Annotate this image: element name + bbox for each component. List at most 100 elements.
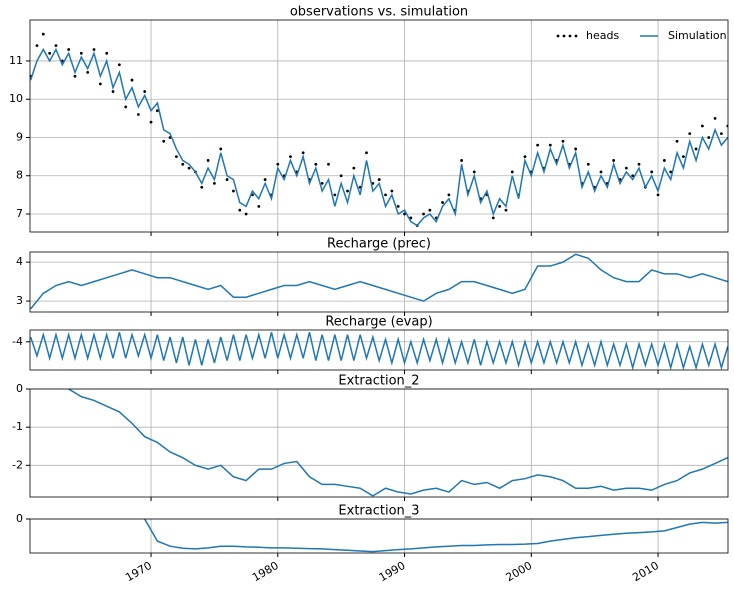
y-tick-label: -4: [12, 335, 23, 348]
x-tick-label: 1990: [377, 559, 408, 584]
legend-marker: [568, 34, 572, 38]
observation-point: [707, 136, 711, 139]
plot-area: [68, 389, 728, 497]
observation-point: [631, 174, 635, 178]
observation-point: [700, 124, 704, 128]
observation-point: [504, 208, 508, 212]
observation-point: [720, 132, 723, 136]
observation-point: [346, 189, 349, 193]
observation-point: [510, 170, 514, 174]
observation-point: [498, 204, 502, 208]
axes-frame: [29, 388, 729, 498]
observation-point: [181, 162, 185, 166]
y-tick-label: 10: [9, 92, 23, 105]
observation-point: [688, 132, 692, 136]
observation-point: [365, 151, 368, 155]
legend-marker: [574, 34, 578, 38]
plot-area: [144, 519, 728, 553]
series-line: [30, 331, 728, 370]
y-tick-label: 8: [16, 169, 23, 182]
observation-point: [244, 212, 248, 216]
observation-point: [111, 90, 115, 93]
y-tick-label: 0: [16, 512, 23, 525]
observation-point: [586, 162, 590, 166]
observation-point: [637, 162, 641, 166]
observation-point: [409, 216, 413, 220]
observation-point: [48, 51, 52, 55]
observation-point: [491, 216, 495, 220]
observation-point: [263, 178, 267, 181]
observation-point: [98, 82, 102, 86]
y-tick-label: 9: [16, 130, 23, 143]
legend-marker: [556, 34, 560, 38]
observation-point: [460, 159, 463, 162]
observation-point: [200, 185, 204, 189]
observation-point: [73, 74, 77, 78]
observation-point: [384, 193, 387, 197]
panel-title: Extraction_2: [338, 374, 419, 389]
x-tick-label: 2010: [630, 559, 661, 584]
observation-point: [257, 204, 261, 208]
panel-title: observations vs. simulation: [290, 5, 468, 20]
observation-point: [187, 166, 191, 170]
x-tick-label: 2000: [504, 559, 535, 584]
observation-point: [136, 113, 140, 116]
y-tick-label: -2: [12, 458, 23, 471]
observation-point: [314, 162, 318, 166]
observation-point: [713, 116, 717, 120]
observation-point: [681, 155, 685, 159]
observation-point: [54, 44, 58, 48]
observation-point: [333, 193, 337, 197]
y-tick-label: 4: [16, 255, 23, 268]
observation-point: [612, 159, 616, 162]
observation-point: [662, 159, 666, 162]
y-tick-label: 3: [16, 294, 23, 307]
observation-point: [675, 139, 679, 143]
observation-point: [669, 170, 673, 174]
observation-point: [143, 90, 147, 93]
observation-point: [155, 109, 159, 113]
observation-point: [396, 204, 400, 208]
observation-point: [339, 174, 343, 178]
axes-frame: [29, 329, 729, 371]
observation-point: [67, 48, 71, 51]
observation-point: [656, 193, 660, 197]
observation-point: [624, 166, 628, 170]
observation-point: [213, 182, 216, 185]
observation-point: [79, 51, 83, 55]
observation-point: [726, 124, 728, 128]
y-tick-label: -1: [12, 420, 23, 433]
observation-point: [548, 143, 552, 147]
observation-point: [206, 159, 210, 162]
plot-area: [30, 32, 728, 227]
x-tick-label: 1970: [123, 559, 154, 584]
y-tick-label: 11: [9, 54, 23, 67]
observation-point: [536, 143, 540, 147]
observation-point: [162, 139, 166, 143]
observation-point: [276, 162, 280, 166]
legend-marker: [562, 34, 566, 38]
series-line: [30, 47, 728, 227]
axes-frame: [29, 251, 729, 313]
panel-title: Recharge (evap): [325, 315, 432, 330]
observation-point: [574, 147, 578, 151]
observation-point: [403, 212, 406, 216]
axes-frame: [29, 518, 729, 554]
observation-point: [441, 201, 444, 204]
legend-label: Simulation: [668, 29, 727, 42]
observation-point: [219, 147, 223, 151]
observation-point: [130, 78, 134, 82]
legend-label: heads: [586, 29, 619, 42]
observation-point: [301, 151, 305, 155]
series-line: [30, 253, 728, 310]
observation-point: [694, 147, 698, 151]
observation-point: [289, 155, 292, 159]
x-tick-label: 1980: [250, 559, 281, 584]
panel-title: Extraction_3: [338, 504, 419, 519]
panel-title: Recharge (prec): [327, 237, 431, 252]
observation-point: [377, 178, 381, 181]
observation-point: [41, 32, 45, 36]
observation-point: [238, 208, 242, 212]
observation-point: [472, 170, 476, 174]
